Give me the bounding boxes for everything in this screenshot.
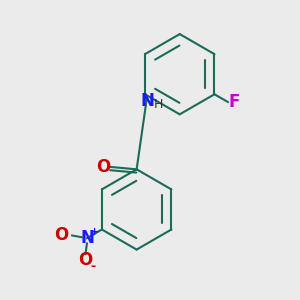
Text: O: O	[54, 226, 68, 244]
Text: H: H	[154, 98, 163, 112]
Text: +: +	[89, 227, 99, 237]
Text: N: N	[80, 229, 94, 247]
Text: F: F	[229, 93, 240, 111]
Text: O: O	[96, 158, 110, 176]
Text: N: N	[141, 92, 154, 110]
Text: -: -	[90, 260, 95, 273]
Text: O: O	[78, 250, 93, 268]
